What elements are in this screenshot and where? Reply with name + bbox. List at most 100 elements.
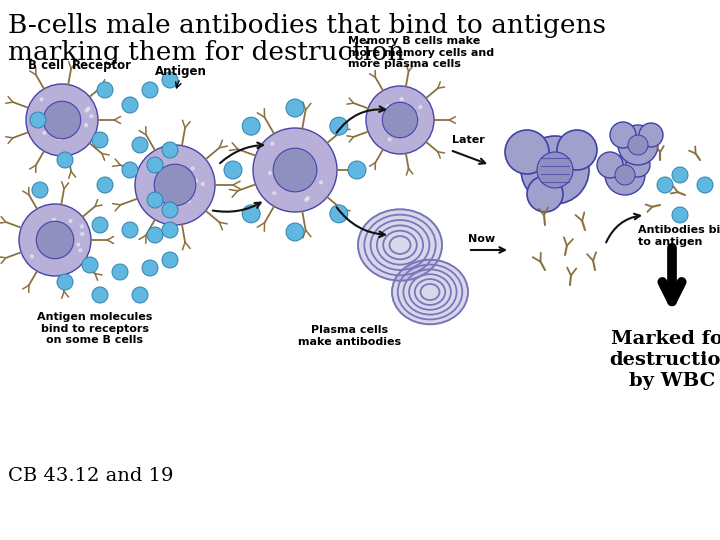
Circle shape <box>50 222 53 225</box>
Circle shape <box>312 168 315 171</box>
Circle shape <box>135 145 215 225</box>
Text: Later: Later <box>452 135 485 145</box>
Circle shape <box>85 109 89 112</box>
Circle shape <box>348 161 366 179</box>
Circle shape <box>48 251 51 254</box>
Circle shape <box>388 130 391 133</box>
Circle shape <box>147 192 163 208</box>
Circle shape <box>657 177 673 193</box>
Circle shape <box>271 142 274 145</box>
Circle shape <box>400 98 403 100</box>
Circle shape <box>26 84 98 156</box>
Text: B cell: B cell <box>28 59 64 72</box>
Circle shape <box>292 163 295 166</box>
Circle shape <box>63 235 66 239</box>
Circle shape <box>55 103 58 106</box>
Circle shape <box>192 167 194 170</box>
Circle shape <box>37 112 40 115</box>
Circle shape <box>64 228 68 231</box>
Circle shape <box>296 175 299 178</box>
Circle shape <box>626 153 650 177</box>
Circle shape <box>527 176 563 212</box>
Circle shape <box>171 205 174 208</box>
Circle shape <box>81 233 84 235</box>
Circle shape <box>610 122 636 148</box>
Circle shape <box>242 117 260 135</box>
Circle shape <box>286 99 304 117</box>
Text: Plasma cells
make antibodies: Plasma cells make antibodies <box>298 325 402 347</box>
Text: Now: Now <box>468 234 495 244</box>
Circle shape <box>201 183 204 186</box>
Circle shape <box>419 105 422 109</box>
Circle shape <box>19 204 91 276</box>
Circle shape <box>395 129 397 132</box>
Circle shape <box>43 102 81 139</box>
Text: B-cells male antibodies that bind to antigens: B-cells male antibodies that bind to ant… <box>8 13 606 38</box>
Circle shape <box>408 107 410 110</box>
Circle shape <box>273 192 276 194</box>
Circle shape <box>85 124 88 127</box>
Circle shape <box>90 114 93 118</box>
Circle shape <box>92 132 108 148</box>
Circle shape <box>58 235 62 238</box>
Circle shape <box>97 177 113 193</box>
Ellipse shape <box>392 260 468 325</box>
Text: marking them for destruction: marking them for destruction <box>8 40 405 65</box>
Circle shape <box>112 264 128 280</box>
Circle shape <box>122 222 138 238</box>
Circle shape <box>30 112 46 128</box>
Circle shape <box>162 222 178 238</box>
Text: Antibodies bind
to antigen: Antibodies bind to antigen <box>638 225 720 247</box>
Circle shape <box>605 155 645 195</box>
Circle shape <box>309 180 312 184</box>
Circle shape <box>181 188 184 191</box>
Circle shape <box>306 197 309 199</box>
Circle shape <box>398 118 401 120</box>
Circle shape <box>392 119 395 122</box>
Circle shape <box>405 122 408 125</box>
Circle shape <box>162 142 178 158</box>
Circle shape <box>53 115 55 118</box>
Circle shape <box>87 107 90 110</box>
Circle shape <box>639 123 663 147</box>
Circle shape <box>618 125 658 165</box>
Circle shape <box>253 128 337 212</box>
Circle shape <box>162 72 178 88</box>
Circle shape <box>292 165 295 168</box>
Circle shape <box>521 136 589 204</box>
Circle shape <box>557 130 597 170</box>
Circle shape <box>386 105 390 108</box>
Circle shape <box>697 177 713 193</box>
Circle shape <box>672 167 688 183</box>
Circle shape <box>53 235 55 239</box>
Circle shape <box>152 170 155 173</box>
Circle shape <box>405 119 408 122</box>
Circle shape <box>92 287 108 303</box>
Circle shape <box>69 219 72 222</box>
Circle shape <box>505 130 549 174</box>
Circle shape <box>194 179 198 183</box>
Circle shape <box>97 82 113 98</box>
Circle shape <box>81 225 84 228</box>
Circle shape <box>132 137 148 153</box>
Circle shape <box>296 153 299 157</box>
Circle shape <box>597 152 623 178</box>
Circle shape <box>320 181 323 184</box>
Circle shape <box>173 181 176 185</box>
Circle shape <box>63 124 67 127</box>
Circle shape <box>305 198 307 201</box>
Circle shape <box>122 97 138 113</box>
Circle shape <box>63 114 66 118</box>
Circle shape <box>147 227 163 243</box>
Circle shape <box>167 167 170 171</box>
Circle shape <box>382 102 418 138</box>
Circle shape <box>66 104 68 106</box>
Circle shape <box>58 137 61 140</box>
Text: Marked for
destruction
by WBC: Marked for destruction by WBC <box>609 330 720 389</box>
Circle shape <box>59 119 63 122</box>
Circle shape <box>398 119 401 122</box>
Circle shape <box>36 221 73 259</box>
Circle shape <box>175 202 178 206</box>
Ellipse shape <box>358 210 442 281</box>
Circle shape <box>142 260 158 276</box>
